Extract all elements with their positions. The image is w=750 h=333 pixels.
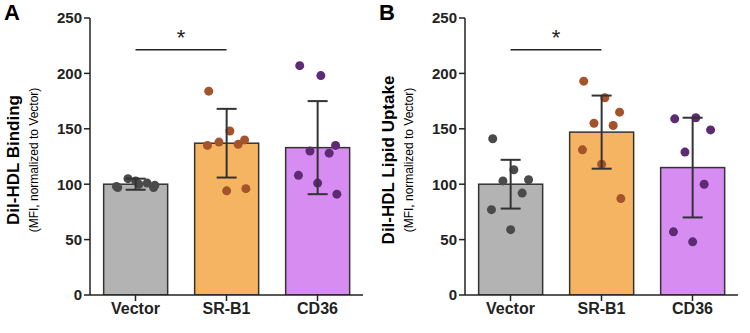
svg-text:CD36: CD36 [672, 300, 713, 317]
svg-text:50: 50 [440, 231, 457, 248]
svg-text:200: 200 [57, 65, 82, 82]
svg-text:Vector: Vector [486, 300, 535, 317]
svg-text:150: 150 [57, 120, 82, 137]
svg-text:50: 50 [65, 231, 82, 248]
svg-text:*: * [552, 25, 561, 50]
svg-text:*: * [177, 25, 186, 50]
svg-text:CD36: CD36 [297, 300, 338, 317]
svg-text:100: 100 [57, 176, 82, 193]
svg-text:200: 200 [432, 65, 457, 82]
svg-text:100: 100 [432, 176, 457, 193]
svg-text:250: 250 [432, 9, 457, 26]
svg-text:150: 150 [432, 120, 457, 137]
svg-text:SR-B1: SR-B1 [202, 300, 250, 317]
html-text:(MFI, normalized to Vector): (MFI, normalized to Vector) [27, 87, 41, 233]
html-text:(MFI, normalized to Vector): (MFI, normalized to Vector) [402, 87, 416, 233]
svg-text:Vector: Vector [111, 300, 160, 317]
svg-text:0: 0 [449, 286, 457, 303]
html-text:A: A [4, 0, 20, 25]
html-text:B: B [379, 0, 395, 25]
svg-text:0: 0 [74, 286, 82, 303]
svg-text:SR-B1: SR-B1 [577, 300, 625, 317]
html-text:DiI-HDL Lipid Uptake: DiI-HDL Lipid Uptake [379, 75, 398, 245]
html-text:DiI-HDL Binding: DiI-HDL Binding [4, 95, 23, 225]
svg-text:250: 250 [57, 9, 82, 26]
